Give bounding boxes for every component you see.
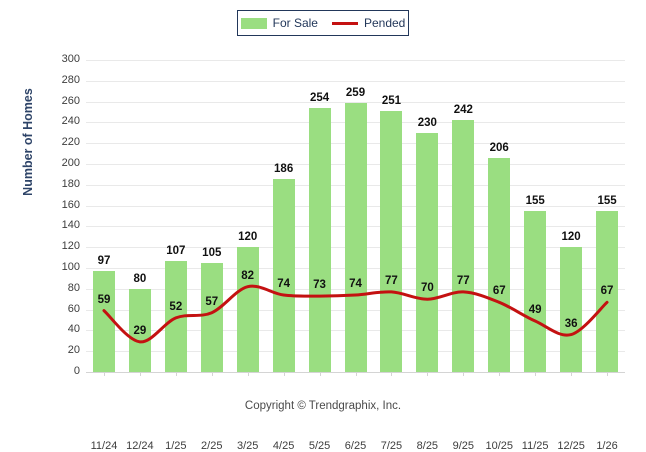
legend-item-for-sale[interactable]: For Sale xyxy=(240,16,318,30)
x-axis-tick xyxy=(283,372,285,376)
line-value-label: 57 xyxy=(205,295,219,308)
bar[interactable] xyxy=(452,120,475,372)
x-axis-tick xyxy=(211,372,213,376)
x-axis-tick xyxy=(535,372,537,376)
line-value-label: 73 xyxy=(313,279,326,292)
y-axis-tick-label: 60 xyxy=(67,302,80,315)
bar-value-label: 206 xyxy=(489,141,509,154)
y-axis-tick-label: 80 xyxy=(67,281,80,294)
x-axis-tick xyxy=(427,372,429,376)
y-axis-tick-label: 220 xyxy=(61,136,80,149)
bar[interactable] xyxy=(236,247,259,372)
x-axis-tick xyxy=(607,372,609,376)
footer-copyright: Copyright © Trendgraphix, Inc. xyxy=(244,400,402,412)
y-axis-tick-label: 0 xyxy=(73,365,80,377)
line-value-label: 67 xyxy=(492,285,506,298)
plot-area: 97 80 107 105 120 186 254 259 251 230 242 206 155 120… xyxy=(86,60,625,452)
y-axis-tick-label: 160 xyxy=(61,198,80,211)
line-series-pended xyxy=(102,284,609,344)
gridline xyxy=(86,60,625,61)
bar-value-label: 155 xyxy=(597,194,617,207)
x-axis-tick-label: 1/26 xyxy=(596,440,618,452)
legend-label-for-sale: For Sale xyxy=(272,16,318,30)
y-axis-tick-label: 200 xyxy=(61,157,80,169)
y-axis-title: Number of Homes xyxy=(21,88,35,196)
x-axis-tick xyxy=(319,372,321,376)
line-value-label: 74 xyxy=(349,278,362,291)
bar[interactable] xyxy=(92,271,115,372)
bar-value-label: 186 xyxy=(274,162,294,175)
y-axis-tick-label: 100 xyxy=(61,261,80,273)
line-value-label: 29 xyxy=(133,324,147,337)
bar-value-label: 259 xyxy=(345,86,366,99)
bar[interactable] xyxy=(200,262,223,372)
bar-value-label: 120 xyxy=(561,231,581,244)
legend-swatch-pended-icon xyxy=(331,21,358,25)
bar[interactable] xyxy=(416,132,439,372)
pended-line-path xyxy=(102,284,609,344)
x-axis-tick xyxy=(571,372,573,376)
bar[interactable] xyxy=(380,110,403,372)
legend-item-pended[interactable]: Pended xyxy=(331,16,406,30)
line-value-label: 36 xyxy=(564,317,578,330)
chart-legend: For Sale Pended xyxy=(237,10,409,36)
x-axis-line xyxy=(86,372,625,373)
x-axis-tick xyxy=(247,372,249,376)
bar[interactable] xyxy=(308,107,331,372)
gridline xyxy=(86,80,625,82)
line-value-label: 49 xyxy=(528,304,542,317)
y-axis-tick-label: 280 xyxy=(61,73,80,86)
x-axis-tick xyxy=(355,372,357,376)
x-axis-tick xyxy=(391,372,393,376)
y-axis-tick-label: 240 xyxy=(61,115,80,128)
line-value-label: 70 xyxy=(420,282,434,295)
line-value-label: 82 xyxy=(241,269,255,282)
bar[interactable] xyxy=(344,102,367,372)
y-axis-tick-label: 20 xyxy=(67,344,80,357)
bar[interactable] xyxy=(596,210,619,372)
line-value-label: 52 xyxy=(169,300,183,313)
line-value-label: 77 xyxy=(456,274,470,287)
bar-value-label: 80 xyxy=(133,272,147,285)
line-value-label: 74 xyxy=(277,278,291,291)
bar-value-label: 97 xyxy=(97,255,111,268)
x-axis-tick xyxy=(463,372,465,376)
y-axis-tick-label: 40 xyxy=(67,323,80,336)
bar-value-label: 120 xyxy=(238,231,258,244)
bar-value-label: 251 xyxy=(381,94,402,107)
chart-container: For Sale Pended Number of Homes 300 280 26… xyxy=(21,10,625,452)
line-value-label: 59 xyxy=(97,293,111,306)
bar-value-label: 230 xyxy=(417,116,437,129)
line-value-label: 77 xyxy=(385,274,398,287)
x-axis-tick xyxy=(103,372,105,376)
y-axis-tick-label: 180 xyxy=(61,177,80,190)
legend-swatch-for-sale-icon xyxy=(240,17,267,29)
y-axis-tick-label: 300 xyxy=(61,53,80,65)
x-axis-tick xyxy=(499,372,501,376)
x-axis-tick xyxy=(139,372,141,376)
bar[interactable] xyxy=(524,210,547,372)
line-value-label: 67 xyxy=(600,285,614,298)
bar-value-label: 105 xyxy=(202,246,222,259)
y-axis-tick-label: 140 xyxy=(61,219,80,232)
bar[interactable] xyxy=(560,247,583,372)
bar-value-label: 155 xyxy=(525,194,545,207)
bar[interactable] xyxy=(272,178,295,372)
bar-value-label: 107 xyxy=(166,244,186,257)
y-axis-tick-label: 120 xyxy=(61,240,80,253)
bar[interactable] xyxy=(488,157,511,372)
gridline xyxy=(86,101,625,103)
y-axis-tick-labels: 300 280 260 240 220 200 180 160 140 120 100 80 60 40 2… xyxy=(46,54,80,377)
bar[interactable] xyxy=(128,288,151,372)
bar-value-label: 242 xyxy=(453,104,473,117)
bar-value-label: 254 xyxy=(309,91,330,104)
x-axis-tick xyxy=(175,372,177,376)
y-axis-tick-label: 260 xyxy=(61,94,80,107)
legend-label-pended: Pended xyxy=(363,16,406,30)
